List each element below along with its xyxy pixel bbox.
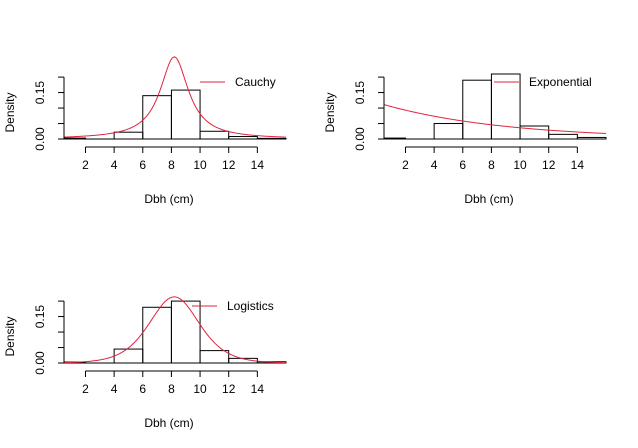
histogram-bar [170, 300, 201, 364]
x-tick-label: 10 [513, 158, 527, 172]
histogram-bar [228, 136, 258, 140]
histogram-bar [576, 136, 607, 140]
histogram-bar [199, 350, 230, 364]
legend: Logistics [192, 299, 274, 313]
legend-entry: Logistics [227, 299, 274, 313]
histogram-bar [383, 137, 406, 140]
x-axis-label: Dbh (cm) [144, 416, 193, 430]
x-tick-label: 2 [82, 158, 89, 172]
histogram-bar [142, 95, 172, 140]
density-curve-logistic [63, 296, 287, 364]
x-tick-label: 4 [431, 158, 438, 172]
y-axis-label: Density [323, 92, 337, 132]
x-tick-label: 14 [571, 158, 585, 172]
histogram-bar [113, 348, 144, 364]
histogram-bar [519, 125, 550, 140]
chart-exponential: 2 4 6 8 10 12 14 0.00 0.15 Dbh (cm) Density Exponen… [323, 73, 607, 206]
density-curve-exponential [383, 104, 607, 134]
histogram-bar [256, 137, 287, 140]
x-tick-label: 6 [139, 158, 146, 172]
y-tick-label: 0.00 [353, 127, 367, 151]
chart-logistics: 2 4 6 8 10 12 14 0.00 0.15 Dbh (cm) Density Logisti… [3, 296, 287, 430]
y-tick-label: 0.00 [33, 127, 47, 151]
x-tick-label: 12 [542, 158, 556, 172]
x-tick-label: 10 [193, 382, 207, 396]
legend: Cauchy [200, 75, 276, 89]
y-tick-label: 0.15 [353, 81, 367, 105]
x-tick-label: 12 [222, 158, 236, 172]
legend: Exponential [494, 75, 592, 89]
legend-entry: Exponential [529, 75, 592, 89]
x-tick-label: 14 [251, 382, 265, 396]
x-axis-label: Dbh (cm) [144, 192, 193, 206]
histogram-bar [199, 130, 230, 140]
histogram-bar [63, 137, 86, 140]
chart-cauchy: 2 4 6 8 10 12 14 0.00 0.15 Dbh (cm) Density Cauchy [3, 56, 287, 206]
x-tick-label: 2 [402, 158, 409, 172]
x-tick-label: 14 [251, 158, 265, 172]
x-tick-label: 4 [111, 158, 118, 172]
y-tick-label: 0.15 [33, 305, 47, 329]
x-tick-label: 12 [222, 382, 236, 396]
x-tick-label: 8 [488, 158, 495, 172]
y-tick-label: 0.15 [33, 81, 47, 105]
legend-entry: Cauchy [235, 75, 276, 89]
x-tick-label: 6 [139, 382, 146, 396]
x-tick-label: 8 [168, 158, 175, 172]
x-tick-label: 8 [168, 382, 175, 396]
histogram-bar [113, 131, 144, 140]
y-axis-label: Density [3, 316, 17, 356]
x-tick-label: 10 [193, 158, 207, 172]
histogram-bar [462, 79, 492, 140]
x-tick-label: 4 [111, 382, 118, 396]
y-axis-label: Density [3, 92, 17, 132]
x-axis-label: Dbh (cm) [464, 192, 513, 206]
y-tick-label: 0.00 [33, 351, 47, 375]
histogram-bar [142, 306, 172, 364]
histogram-bar [433, 123, 464, 140]
histogram-bar [548, 133, 578, 140]
histogram-bar [490, 73, 521, 140]
density-curve-cauchy [63, 56, 287, 138]
x-tick-label: 6 [459, 158, 466, 172]
x-tick-label: 2 [82, 382, 89, 396]
histogram-bar [170, 89, 201, 140]
